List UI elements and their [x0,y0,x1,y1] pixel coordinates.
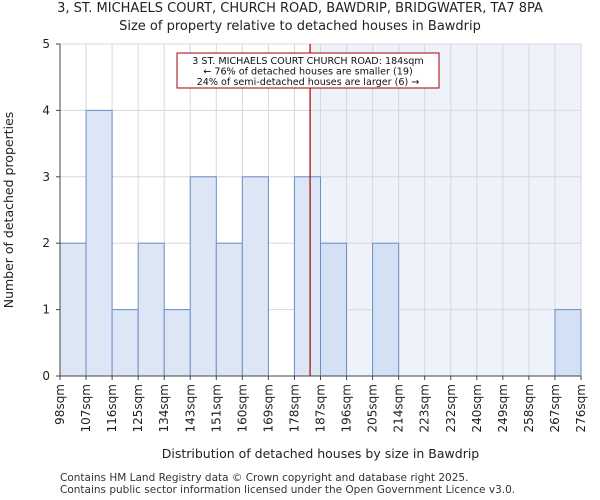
histogram-bar [163,309,191,377]
x-tick-label: 107sqm [79,384,93,432]
x-tick-label: 223sqm [418,384,432,432]
x-tick-label: 143sqm [183,384,197,432]
chart-subtitle: Size of property relative to detached ho… [119,19,481,34]
histogram-bar [241,176,269,377]
x-tick-label: 214sqm [392,384,406,432]
x-axis-label: Distribution of detached houses by size … [162,446,480,461]
histogram-bar [215,242,243,377]
x-tick-label: 125sqm [131,384,145,432]
x-tick-label: 116sqm [105,384,119,432]
chart-title-address: 3, ST. MICHAELS COURT, CHURCH ROAD, BAWD… [57,1,543,16]
x-tick-label: 169sqm [261,384,275,432]
larger-region-shading [310,44,581,376]
y-tick-label: 1 [42,303,50,317]
annotation-line: 24% of semi-detached houses are larger (… [197,77,420,88]
x-tick-label: 205sqm [366,384,380,432]
x-tick-label: 196sqm [340,384,354,432]
histogram-bar [111,309,139,377]
y-tick-label: 2 [42,236,50,250]
histogram-bar [320,242,348,377]
y-tick-label: 4 [42,103,50,117]
x-tick-label: 178sqm [287,384,301,432]
x-tick-label: 151sqm [209,384,223,432]
histogram-bar [554,309,582,377]
x-tick-label: 134sqm [157,384,171,432]
histogram-bar [293,176,322,377]
histogram-bar [85,109,113,377]
x-tick-label: 232sqm [444,384,458,432]
y-tick-label: 3 [42,170,50,184]
histogram-bar [137,242,165,377]
y-tick-label: 5 [42,37,50,51]
x-tick-label: 187sqm [314,384,328,432]
histogram-bar [189,176,217,377]
x-tick-label: 267sqm [548,384,562,432]
annotation-line: 3 ST. MICHAELS COURT CHURCH ROAD: 184sqm [192,56,423,67]
footer-copyright: Contains HM Land Registry data © Crown c… [60,472,469,484]
histogram-bar [372,242,400,377]
x-tick-label: 240sqm [470,384,484,432]
x-tick-label: 160sqm [235,384,249,432]
annotation-box [176,52,440,89]
histogram-chart: 0 1 2 3 4 5 98sqm 107sqm 116sqm 125sqm 134sqm 143sq… [1,37,588,461]
x-tick-label: 98sqm [53,384,67,425]
y-axis-label: Number of detached properties [1,112,16,309]
x-tick-label: 258sqm [522,384,536,432]
y-tick-label: 0 [42,369,50,383]
annotation-line: ← 76% of detached houses are smaller (19… [203,67,412,78]
x-tick-label: 276sqm [574,384,588,432]
x-tick-label: 249sqm [496,384,510,432]
histogram-bar [59,242,87,377]
footer-licence: Contains public sector information licen… [60,484,516,496]
